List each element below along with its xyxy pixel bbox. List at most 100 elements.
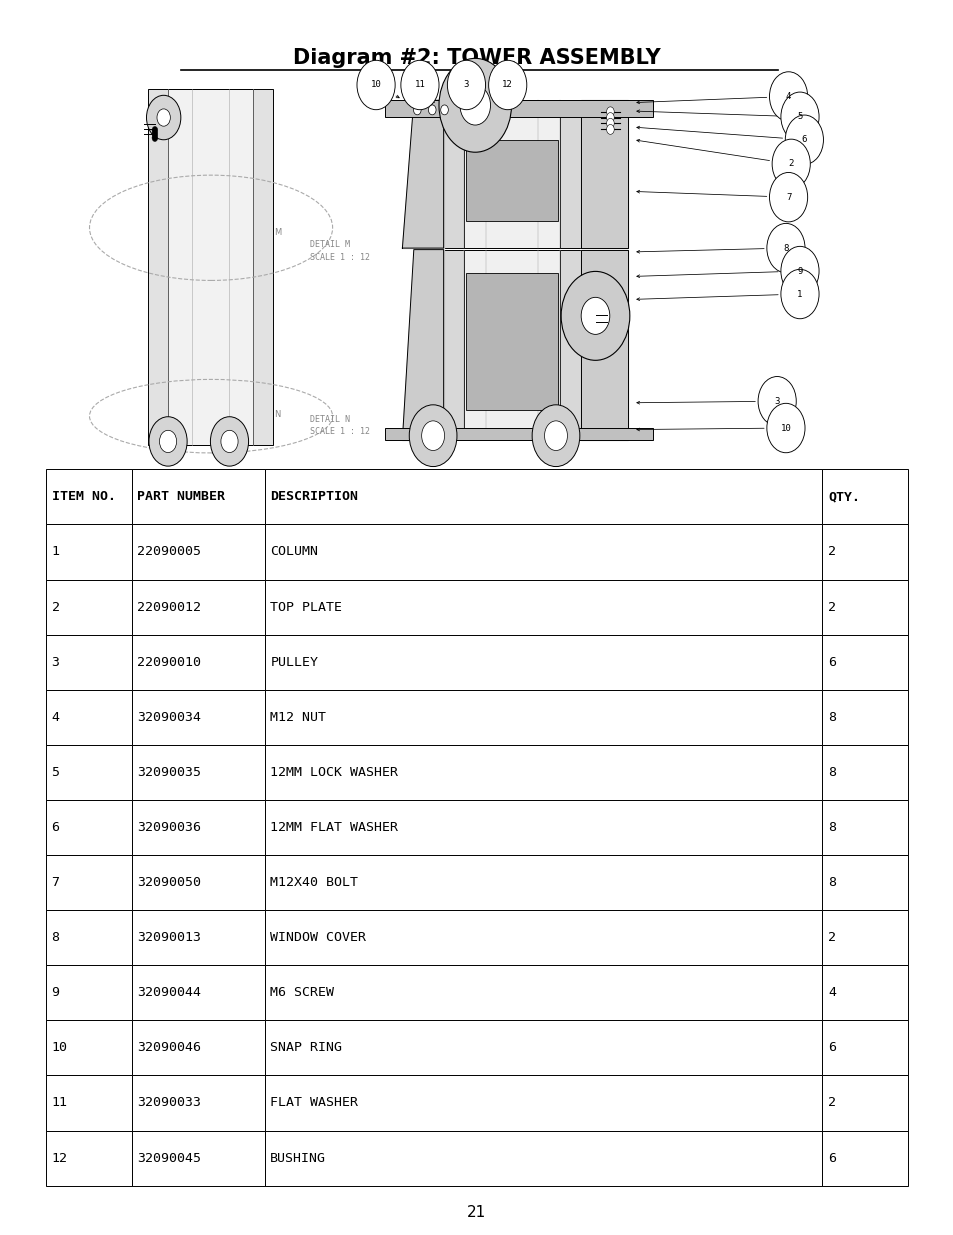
Text: 22090010: 22090010 bbox=[137, 656, 201, 668]
Text: 21: 21 bbox=[467, 1205, 486, 1220]
Bar bbox=[132, 800, 264, 855]
Bar bbox=[132, 579, 264, 635]
Text: 6: 6 bbox=[827, 656, 835, 668]
Circle shape bbox=[421, 421, 444, 451]
Text: 1: 1 bbox=[797, 289, 801, 299]
Text: 12MM LOCK WASHER: 12MM LOCK WASHER bbox=[270, 766, 398, 779]
Bar bbox=[46, 745, 132, 800]
Bar bbox=[46, 1076, 132, 1130]
Text: 10: 10 bbox=[780, 424, 790, 432]
Text: 22090012: 22090012 bbox=[137, 600, 201, 614]
Text: 32090034: 32090034 bbox=[137, 711, 201, 724]
Text: 4: 4 bbox=[51, 711, 59, 724]
Circle shape bbox=[758, 377, 796, 426]
Text: QTY.: QTY. bbox=[827, 490, 860, 504]
Text: ITEM NO.: ITEM NO. bbox=[51, 490, 115, 504]
Bar bbox=[46, 469, 132, 525]
Circle shape bbox=[606, 125, 614, 135]
Bar bbox=[46, 689, 132, 745]
Bar bbox=[264, 910, 821, 966]
Circle shape bbox=[149, 416, 187, 466]
Circle shape bbox=[440, 105, 448, 115]
Bar bbox=[46, 800, 132, 855]
Bar bbox=[443, 100, 580, 248]
Text: 4: 4 bbox=[827, 987, 835, 999]
Circle shape bbox=[781, 246, 819, 295]
Text: 8: 8 bbox=[827, 766, 835, 779]
Text: 2: 2 bbox=[827, 600, 835, 614]
Circle shape bbox=[580, 298, 609, 335]
Polygon shape bbox=[402, 249, 443, 440]
Text: 32090033: 32090033 bbox=[137, 1097, 201, 1109]
Bar bbox=[132, 469, 264, 525]
Text: PART NUMBER: PART NUMBER bbox=[137, 490, 225, 504]
Text: 12: 12 bbox=[51, 1151, 68, 1165]
Circle shape bbox=[356, 61, 395, 110]
Circle shape bbox=[152, 131, 157, 137]
Circle shape bbox=[447, 61, 485, 110]
Bar bbox=[821, 800, 907, 855]
Text: DETAIL M
SCALE 1 : 12: DETAIL M SCALE 1 : 12 bbox=[310, 240, 370, 262]
Text: TOP PLATE: TOP PLATE bbox=[270, 600, 342, 614]
Bar bbox=[264, 1130, 821, 1186]
Bar bbox=[132, 635, 264, 689]
Bar bbox=[443, 249, 580, 440]
Bar bbox=[264, 800, 821, 855]
Circle shape bbox=[532, 405, 579, 467]
Bar bbox=[168, 89, 253, 445]
Text: 1: 1 bbox=[51, 546, 59, 558]
Circle shape bbox=[413, 105, 420, 115]
Bar bbox=[821, 635, 907, 689]
Text: 8: 8 bbox=[827, 876, 835, 889]
Text: WINDOW COVER: WINDOW COVER bbox=[270, 931, 366, 944]
Text: 8: 8 bbox=[827, 821, 835, 834]
Circle shape bbox=[769, 173, 807, 222]
Text: M12X40 BOLT: M12X40 BOLT bbox=[270, 876, 358, 889]
Circle shape bbox=[606, 112, 614, 122]
Bar bbox=[132, 1130, 264, 1186]
Bar bbox=[264, 745, 821, 800]
Bar bbox=[46, 579, 132, 635]
Text: SNAP RING: SNAP RING bbox=[270, 1041, 342, 1055]
Text: 32090036: 32090036 bbox=[137, 821, 201, 834]
Circle shape bbox=[781, 269, 819, 319]
Text: 8: 8 bbox=[51, 931, 59, 944]
Bar bbox=[46, 1130, 132, 1186]
Bar bbox=[132, 1020, 264, 1076]
Text: 9: 9 bbox=[797, 267, 801, 275]
Text: 32090035: 32090035 bbox=[137, 766, 201, 779]
Bar bbox=[821, 579, 907, 635]
Bar bbox=[264, 525, 821, 579]
Bar bbox=[148, 89, 274, 445]
Text: PULLEY: PULLEY bbox=[270, 656, 318, 668]
Bar bbox=[463, 100, 559, 248]
Polygon shape bbox=[580, 249, 627, 440]
Text: BUSHING: BUSHING bbox=[270, 1151, 326, 1165]
Bar bbox=[46, 1020, 132, 1076]
Bar bbox=[821, 689, 907, 745]
Bar bbox=[264, 1076, 821, 1130]
Text: 3: 3 bbox=[51, 656, 59, 668]
Bar bbox=[264, 966, 821, 1020]
Circle shape bbox=[147, 95, 181, 140]
Bar bbox=[821, 745, 907, 800]
Bar bbox=[821, 1020, 907, 1076]
Text: 32090046: 32090046 bbox=[137, 1041, 201, 1055]
Circle shape bbox=[781, 93, 819, 142]
Text: 2: 2 bbox=[788, 159, 793, 168]
Text: 11: 11 bbox=[415, 80, 425, 89]
Text: 5: 5 bbox=[51, 766, 59, 779]
Circle shape bbox=[159, 430, 176, 452]
Text: 2: 2 bbox=[51, 600, 59, 614]
Bar bbox=[132, 525, 264, 579]
Text: 12: 12 bbox=[502, 80, 513, 89]
Circle shape bbox=[784, 115, 822, 164]
Circle shape bbox=[769, 72, 807, 121]
Circle shape bbox=[771, 140, 809, 189]
Circle shape bbox=[606, 107, 614, 117]
Circle shape bbox=[766, 224, 804, 273]
Text: N: N bbox=[274, 410, 281, 419]
Text: COLUMN: COLUMN bbox=[270, 546, 318, 558]
Bar bbox=[132, 689, 264, 745]
Text: 6: 6 bbox=[801, 136, 806, 144]
